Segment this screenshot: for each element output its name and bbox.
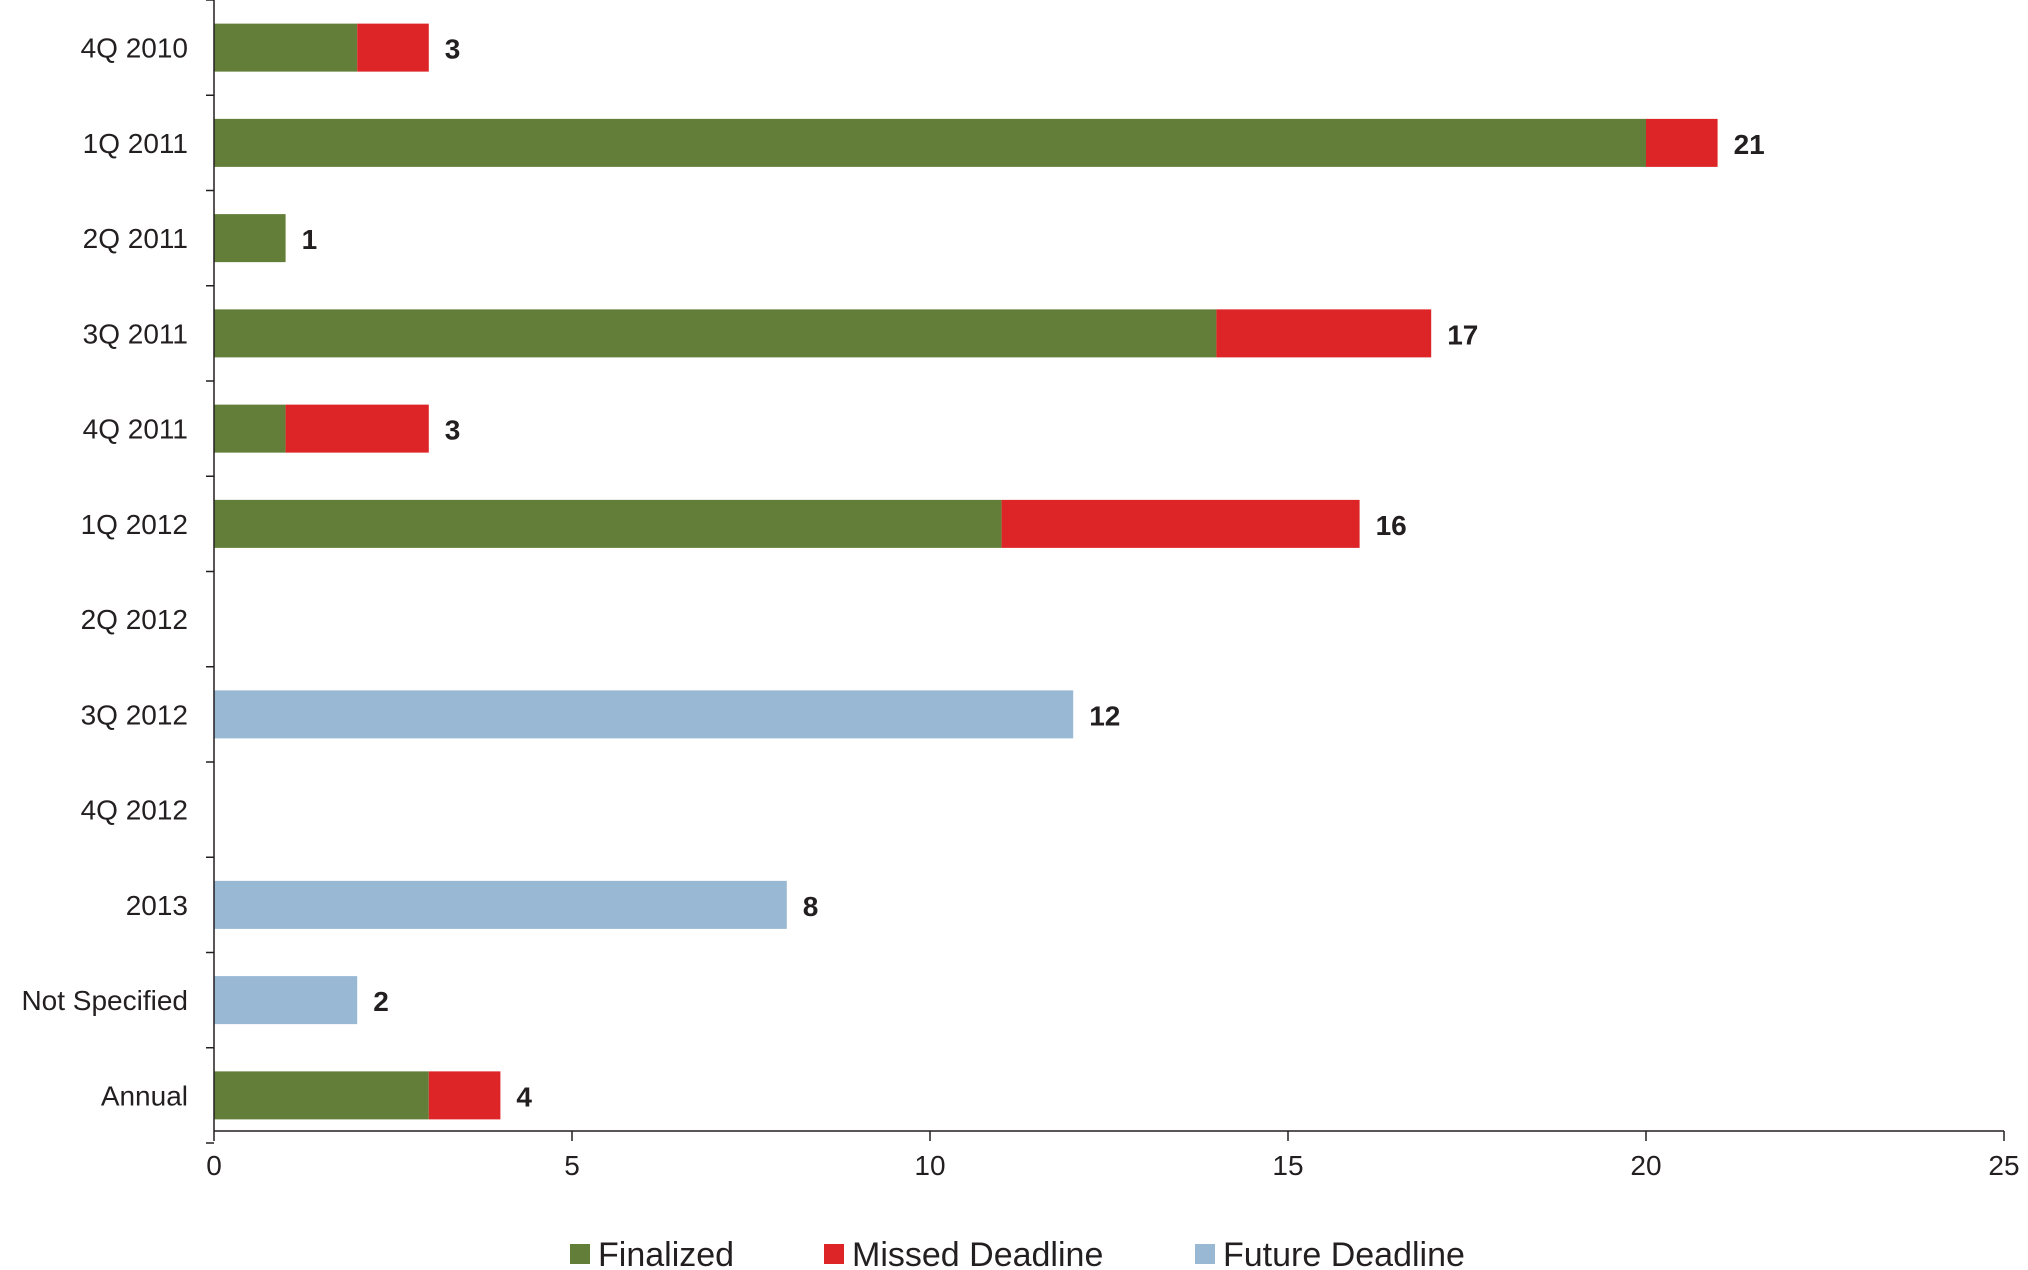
category-label-4q-2011: 4Q 2011 [83,414,188,445]
total-label-annual: 4 [516,1081,532,1112]
x-tick-label-20: 20 [1630,1150,1661,1181]
category-label-3q-2011: 3Q 2011 [83,318,188,349]
x-tick-label-25: 25 [1988,1150,2019,1181]
legend-label-finalized: Finalized [598,1236,734,1270]
category-label-annual: Annual [101,1080,188,1111]
total-label-not-specified: 2 [373,986,389,1017]
bar-finalized-1q-2012 [214,499,1002,548]
total-label-3q-2012: 12 [1089,700,1120,731]
bar-finalized-4q-2010 [214,23,358,72]
bar-finalized-4q-2011 [214,404,286,453]
legend-label-future-deadline: Future Deadline [1223,1236,1465,1270]
total-label-2q-2011: 1 [302,224,318,255]
bars-layer [214,23,1718,1120]
legend-label-missed-deadline: Missed Deadline [852,1236,1103,1270]
total-label-1q-2012: 16 [1376,510,1407,541]
legend: Finalized Missed Deadline Future Deadline [570,1236,1465,1270]
x-tick-label-5: 5 [564,1150,580,1181]
legend-swatch-finalized [570,1244,590,1264]
bar-missed-deadline-1q-2011 [1646,118,1718,167]
x-tick-label-10: 10 [914,1150,945,1181]
bar-finalized-3q-2011 [214,309,1217,358]
category-label-2q-2011: 2Q 2011 [83,223,188,254]
bar-missed-deadline-3q-2011 [1216,309,1432,358]
bar-missed-deadline-4q-2011 [285,404,429,453]
bar-missed-deadline-4q-2010 [357,23,429,72]
legend-swatch-future-deadline [1195,1244,1215,1264]
category-label-2q-2012: 2Q 2012 [81,604,188,635]
category-label-1q-2011: 1Q 2011 [83,128,188,159]
bar-future-deadline-2013 [214,880,787,929]
bar-future-deadline-not-specified [214,976,358,1025]
category-label-not-specified: Not Specified [21,985,188,1016]
category-label-2013: 2013 [126,890,188,921]
x-tick-label-15: 15 [1272,1150,1303,1181]
bar-finalized-2q-2011 [214,214,286,263]
axes-layer [206,0,2005,1144]
total-label-4q-2010: 3 [445,34,461,65]
total-label-3q-2011: 17 [1447,319,1478,350]
legend-swatch-missed-deadline [824,1244,844,1264]
labels-layer: 4Q 2010 3 1Q 2011 21 2Q 2011 1 3Q 2011 17 4Q 201… [21,33,2019,1181]
total-label-2013: 8 [803,891,819,922]
category-label-4q-2012: 4Q 2012 [81,795,188,826]
bar-finalized-1q-2011 [214,118,1646,167]
x-tick-label-0: 0 [206,1150,222,1181]
total-label-1q-2011: 21 [1734,129,1765,160]
total-label-4q-2011: 3 [445,415,461,446]
category-label-4q-2010: 4Q 2010 [81,33,188,64]
bar-missed-deadline-annual [428,1071,501,1120]
bar-future-deadline-3q-2012 [214,690,1074,739]
bar-finalized-annual [214,1071,429,1120]
category-label-3q-2012: 3Q 2012 [81,699,188,730]
bar-missed-deadline-1q-2012 [1001,499,1360,548]
category-label-1q-2012: 1Q 2012 [81,509,188,540]
